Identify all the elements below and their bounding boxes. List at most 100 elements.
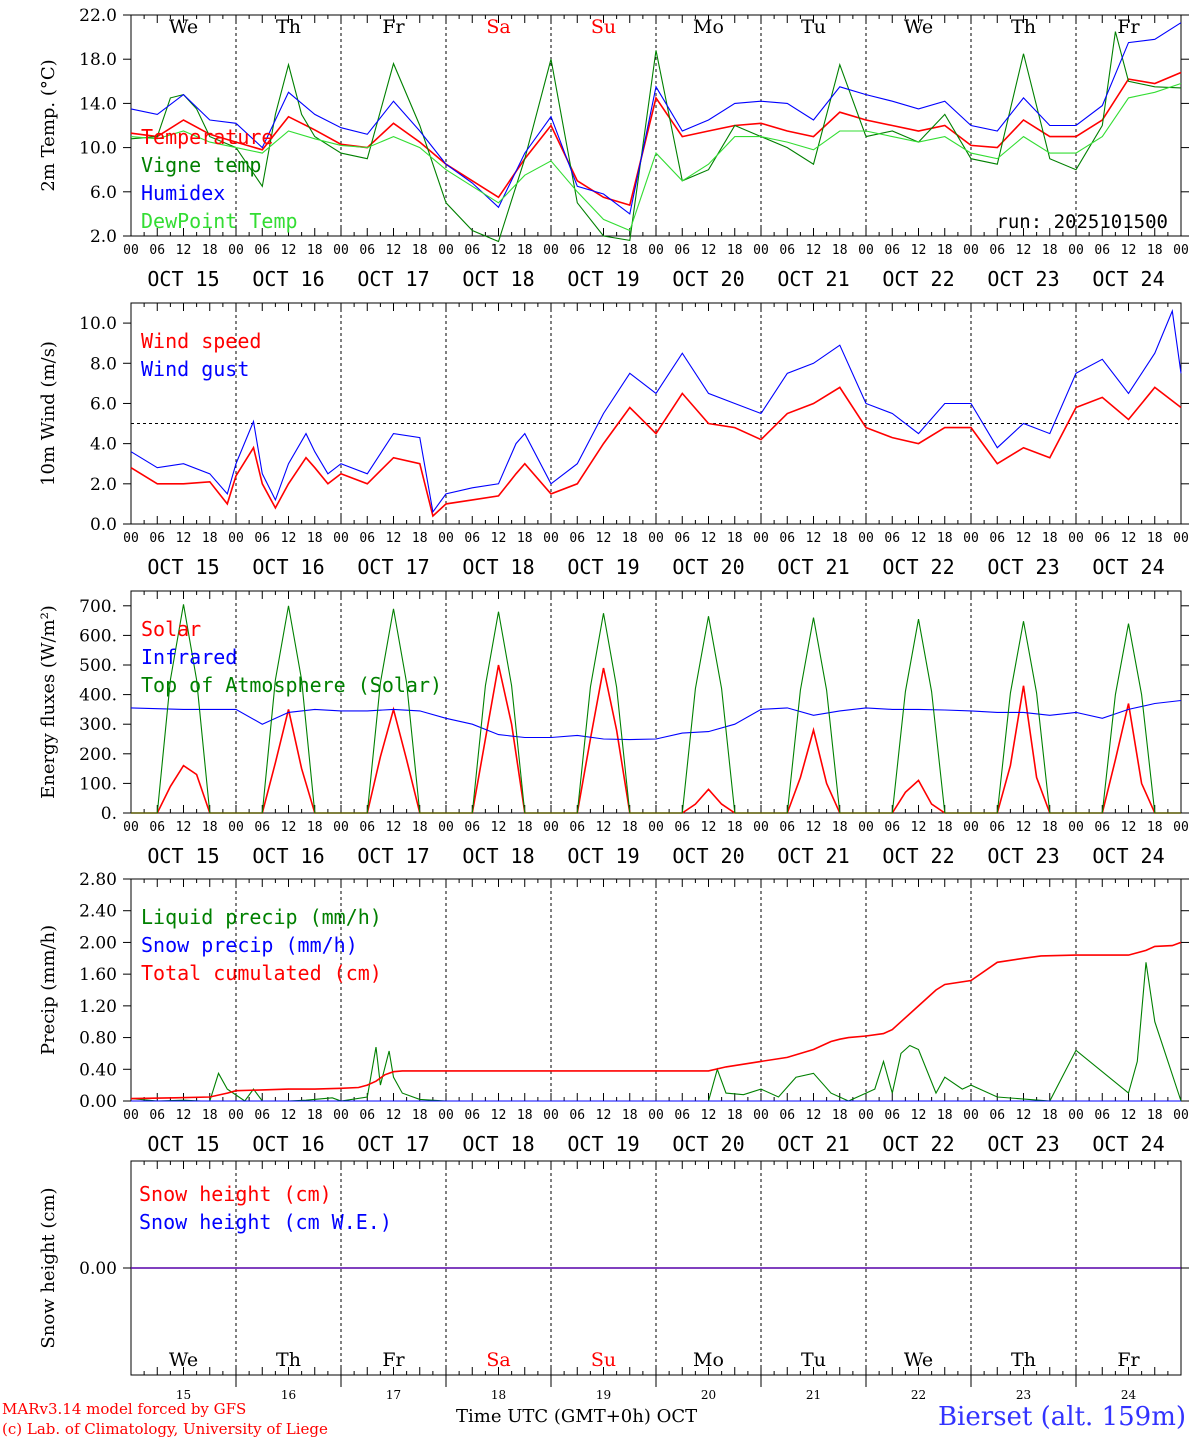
hour-label: 06 bbox=[989, 531, 1005, 546]
day-number: 24 bbox=[1121, 1388, 1137, 1402]
hour-label: 00 bbox=[963, 531, 979, 546]
hour-label: 06 bbox=[884, 243, 900, 258]
hour-label: 18 bbox=[307, 243, 323, 258]
hour-label: 12 bbox=[281, 820, 297, 835]
y-tick-label: 500. bbox=[79, 656, 117, 676]
date-label: OCT 16 bbox=[252, 267, 324, 291]
x-axis-label: Time UTC (GMT+0h) OCT bbox=[456, 1406, 698, 1427]
day-name: Tu bbox=[801, 16, 826, 38]
date-label: OCT 21 bbox=[777, 1132, 849, 1156]
y-tick-label: 0. bbox=[101, 804, 117, 824]
legend-entry: Snow precip (mm/h) bbox=[141, 933, 358, 957]
hour-label: 12 bbox=[806, 531, 822, 546]
hour-label: 12 bbox=[806, 1108, 822, 1123]
y-tick-label: 300. bbox=[79, 715, 117, 735]
series-line-wind-gust bbox=[130, 308, 1182, 514]
date-label: OCT 16 bbox=[252, 1132, 324, 1156]
hour-label: 18 bbox=[202, 531, 218, 546]
hour-label: 06 bbox=[1094, 1108, 1110, 1123]
day-name: Fr bbox=[382, 1349, 405, 1371]
day-name: We bbox=[169, 16, 198, 38]
hour-label: 06 bbox=[359, 243, 375, 258]
y-tick-label: 100. bbox=[79, 774, 117, 794]
hour-label: 18 bbox=[1042, 243, 1058, 258]
hour-label: 06 bbox=[884, 531, 900, 546]
hour-label: 12 bbox=[596, 820, 612, 835]
hour-label: 00 bbox=[753, 243, 769, 258]
day-name: Tu bbox=[801, 1349, 826, 1371]
hour-label: 18 bbox=[1147, 243, 1163, 258]
hour-label: 00 bbox=[753, 820, 769, 835]
hour-label: 00 bbox=[1173, 1108, 1189, 1123]
y-tick-label: 400. bbox=[79, 686, 117, 706]
day-number: 22 bbox=[911, 1388, 926, 1402]
series-line-top-of-atmosphere-solar- bbox=[131, 604, 1181, 814]
hour-label: 12 bbox=[281, 243, 297, 258]
date-label: OCT 20 bbox=[672, 844, 744, 868]
hour-label: 00 bbox=[228, 531, 244, 546]
hour-label: 18 bbox=[307, 820, 323, 835]
date-label: OCT 16 bbox=[252, 844, 324, 868]
hour-label: 00 bbox=[858, 531, 874, 546]
y-axis-label: Snow height (cm) bbox=[38, 1187, 59, 1348]
hour-label: 06 bbox=[989, 1108, 1005, 1123]
hour-label: 06 bbox=[464, 243, 480, 258]
hour-label: 00 bbox=[858, 820, 874, 835]
hour-label: 06 bbox=[779, 243, 795, 258]
hour-label: 06 bbox=[254, 820, 270, 835]
y-tick-label: 2.0 bbox=[90, 475, 117, 495]
hour-label: 00 bbox=[858, 1108, 874, 1123]
day-number: 21 bbox=[806, 1388, 821, 1402]
y-tick-label: 700. bbox=[79, 597, 117, 617]
hour-label: 12 bbox=[1121, 243, 1137, 258]
date-label: OCT 19 bbox=[567, 844, 639, 868]
hour-label: 12 bbox=[596, 1108, 612, 1123]
hour-label: 00 bbox=[648, 820, 664, 835]
date-label: OCT 18 bbox=[462, 267, 534, 291]
hour-label: 12 bbox=[176, 820, 192, 835]
panel-snow: 0.00 Snow height (cm) Snow height (cm) Snow… bbox=[38, 1160, 1189, 1402]
hour-label: 00 bbox=[123, 243, 139, 258]
hour-label: 18 bbox=[307, 1108, 323, 1123]
legend-entry: Solar bbox=[141, 617, 201, 641]
hour-label: 06 bbox=[989, 243, 1005, 258]
hour-label: 12 bbox=[281, 531, 297, 546]
date-label: OCT 15 bbox=[147, 1132, 219, 1156]
date-label: OCT 22 bbox=[882, 1132, 954, 1156]
day-name: Th bbox=[1011, 1349, 1036, 1371]
hour-label: 12 bbox=[1121, 820, 1137, 835]
hour-label: 06 bbox=[464, 1108, 480, 1123]
hour-label: 18 bbox=[622, 1108, 638, 1123]
hour-label: 18 bbox=[1042, 531, 1058, 546]
hour-label: 06 bbox=[359, 820, 375, 835]
date-label: OCT 23 bbox=[987, 1132, 1059, 1156]
date-label: OCT 17 bbox=[357, 1132, 429, 1156]
hour-label: 18 bbox=[412, 1108, 428, 1123]
hour-label: 18 bbox=[937, 243, 953, 258]
day-number: 19 bbox=[596, 1388, 611, 1402]
hour-label: 12 bbox=[491, 1108, 507, 1123]
date-label: OCT 23 bbox=[987, 555, 1059, 579]
day-name: We bbox=[904, 1349, 933, 1371]
hour-label: 18 bbox=[1147, 531, 1163, 546]
hour-label: 18 bbox=[412, 243, 428, 258]
hour-label: 06 bbox=[674, 820, 690, 835]
legend-entry: Top of Atmosphere (Solar) bbox=[141, 673, 442, 697]
day-number: 20 bbox=[701, 1388, 716, 1402]
day-number: 16 bbox=[281, 1388, 296, 1402]
hour-label: 18 bbox=[727, 1108, 743, 1123]
hour-label: 00 bbox=[1068, 243, 1084, 258]
hour-label: 12 bbox=[386, 820, 402, 835]
series-line-infrared bbox=[130, 699, 1182, 741]
y-tick-label: 0.0 bbox=[90, 515, 117, 535]
hour-label: 06 bbox=[779, 820, 795, 835]
y-axis-label: 2m Temp. (°C) bbox=[38, 59, 59, 191]
hour-label: 06 bbox=[989, 820, 1005, 835]
y-axis-label: 10m Wind (m/s) bbox=[38, 341, 59, 486]
date-label: OCT 23 bbox=[987, 267, 1059, 291]
legend-entry: Vigne temp bbox=[141, 153, 261, 177]
day-name: Fr bbox=[382, 16, 405, 38]
hour-label: 00 bbox=[333, 243, 349, 258]
y-tick-label: 0.80 bbox=[79, 1029, 117, 1049]
hour-label: 18 bbox=[832, 243, 848, 258]
